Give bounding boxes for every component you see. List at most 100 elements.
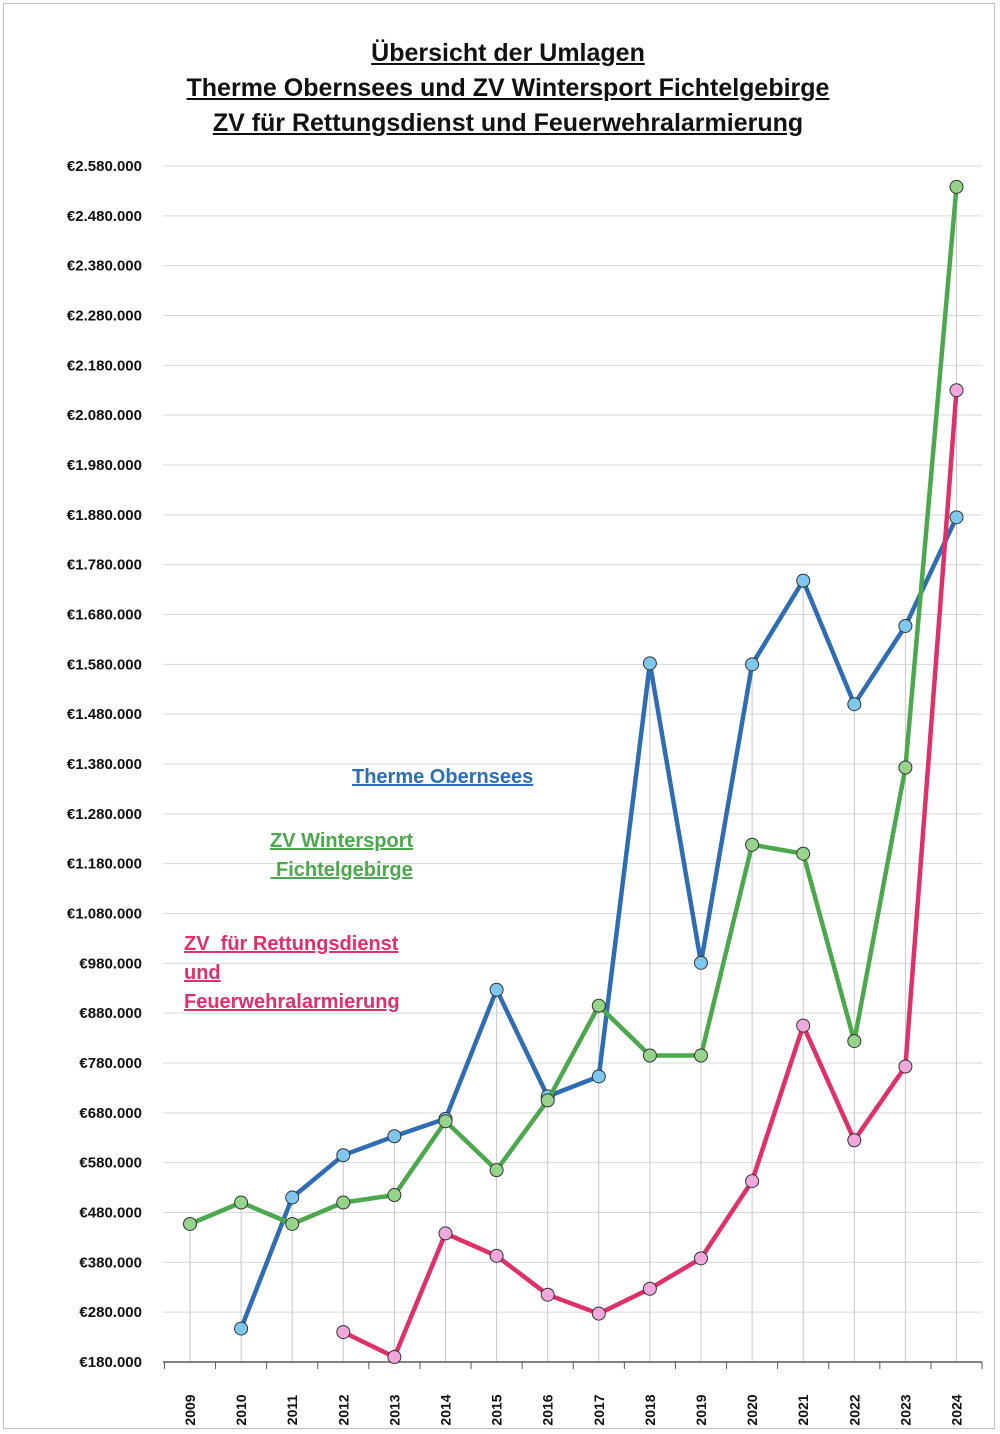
x-tick-label: 2021 [795, 1394, 811, 1425]
data-point [796, 573, 811, 588]
data-point [540, 1287, 555, 1302]
data-point [642, 1281, 657, 1296]
data-point [898, 760, 913, 775]
data-point [183, 1216, 197, 1231]
y-tick-label: €2.380.000 [67, 258, 142, 275]
data-point [489, 1248, 504, 1263]
series-0 [234, 510, 964, 1336]
y-tick-label: €1.480.000 [67, 706, 142, 723]
chart-title-line-1: Übersicht der Umlagen [371, 39, 645, 67]
data-point [898, 1059, 913, 1074]
data-point [489, 982, 504, 997]
y-tick-label: €1.380.000 [67, 756, 142, 773]
data-point [847, 1034, 862, 1049]
y-tick-label: €1.880.000 [67, 507, 142, 524]
series-label-zv-wintersport: ZV Wintersport Fichtelgebirge [270, 827, 413, 885]
x-tick-label: 2023 [897, 1394, 913, 1425]
series [183, 179, 964, 1365]
x-tick-label: 2010 [233, 1394, 249, 1425]
data-point [847, 1133, 862, 1148]
data-point [489, 1163, 504, 1178]
data-point [540, 1093, 555, 1108]
x-tick-label: 2015 [489, 1394, 505, 1425]
data-point [694, 1251, 708, 1266]
x-tick-label: 2011 [284, 1395, 300, 1426]
series-label-therme-obernsees: Therme Obernsees [352, 763, 533, 792]
chart-title-line-3: ZV für Rettungsdienst und Feuerwehralarm… [212, 109, 804, 137]
y-tick-label: €380.000 [79, 1254, 142, 1271]
y-tick-label: €1.280.000 [67, 806, 142, 823]
x-tick-label: 2016 [540, 1394, 556, 1425]
x-tick-label: 2013 [386, 1394, 402, 1425]
data-point [438, 1226, 453, 1241]
series-label-line: ZV Wintersport [270, 830, 414, 852]
series-1 [183, 179, 964, 1231]
x-tick-label: 2019 [693, 1394, 709, 1425]
x-tick-label: 2018 [642, 1394, 658, 1425]
data-point [234, 1321, 249, 1336]
data-point [336, 1148, 351, 1163]
y-tick-label: €280.000 [79, 1304, 142, 1321]
y-tick-label: €680.000 [79, 1105, 142, 1122]
data-point [387, 1350, 402, 1365]
y-tick-label: €1.180.000 [67, 856, 142, 873]
data-point [694, 955, 708, 970]
y-tick-label: €180.000 [79, 1354, 142, 1371]
series-label-line: und [184, 962, 221, 984]
data-point [336, 1195, 351, 1210]
data-point [694, 1048, 708, 1063]
data-point [387, 1129, 402, 1144]
y-tick-label: €1.980.000 [67, 457, 142, 474]
y-tick-label: €1.580.000 [67, 656, 142, 673]
y-tick-label: €1.680.000 [67, 607, 142, 624]
data-point [796, 1018, 811, 1033]
series-label-zv-rettungsdienst: ZV für Rettungsdienst und Feuerwehralarm… [184, 930, 400, 1017]
y-tick-label: €580.000 [79, 1155, 142, 1172]
series-label-line: Therme Obernsees [352, 766, 534, 788]
x-tick-label: 2009 [182, 1394, 198, 1425]
data-point [745, 837, 760, 852]
data-point [591, 998, 606, 1013]
data-point [642, 656, 657, 671]
data-point [591, 1069, 606, 1084]
x-tick-label: 2024 [949, 1394, 965, 1425]
data-point [438, 1114, 453, 1129]
y-tick-label: €980.000 [79, 955, 142, 972]
x-tick-label: 2017 [591, 1394, 607, 1425]
data-point [745, 657, 760, 672]
x-tick-label: 2012 [335, 1394, 351, 1425]
y-tick-label: €2.480.000 [67, 208, 142, 225]
y-tick-label: €1.780.000 [67, 557, 142, 574]
y-tick-label: €1.080.000 [67, 906, 142, 923]
data-point [642, 1048, 657, 1063]
y-tick-label: €780.000 [79, 1055, 142, 1072]
data-point [898, 618, 913, 633]
chart-title: Übersicht der Umlagen Therme Obernsees u… [0, 36, 1000, 141]
y-tick-label: €480.000 [79, 1205, 142, 1222]
gridlines [163, 165, 982, 1363]
data-point [387, 1188, 402, 1203]
data-point [745, 1174, 760, 1189]
data-point [285, 1190, 300, 1205]
data-point [796, 846, 811, 861]
data-point [234, 1195, 249, 1210]
axes: €180.000 €280.000 €380.000 €480.000 €580.000… [67, 158, 983, 1426]
y-tick-label: €2.080.000 [67, 407, 142, 424]
chart-frame [3, 3, 995, 1429]
series-label-line: ZV für Rettungsdienst [184, 933, 399, 955]
data-point [336, 1325, 351, 1340]
y-tick-label: €2.580.000 [67, 158, 142, 175]
chart-title-line-2: Therme Obernsees und ZV Wintersport Fich… [186, 74, 830, 102]
y-tick-label: €2.180.000 [67, 357, 142, 374]
data-point [949, 510, 964, 525]
y-tick-label: €880.000 [79, 1005, 142, 1022]
data-point [847, 697, 862, 712]
x-tick-label: 2022 [846, 1394, 862, 1425]
series-2 [336, 383, 964, 1365]
data-point [949, 179, 964, 194]
x-tick-label: 2014 [438, 1394, 454, 1425]
y-tick-label: €2.280.000 [67, 308, 142, 325]
data-point [949, 383, 964, 398]
series-label-line: Fichtelgebirge [270, 859, 413, 881]
